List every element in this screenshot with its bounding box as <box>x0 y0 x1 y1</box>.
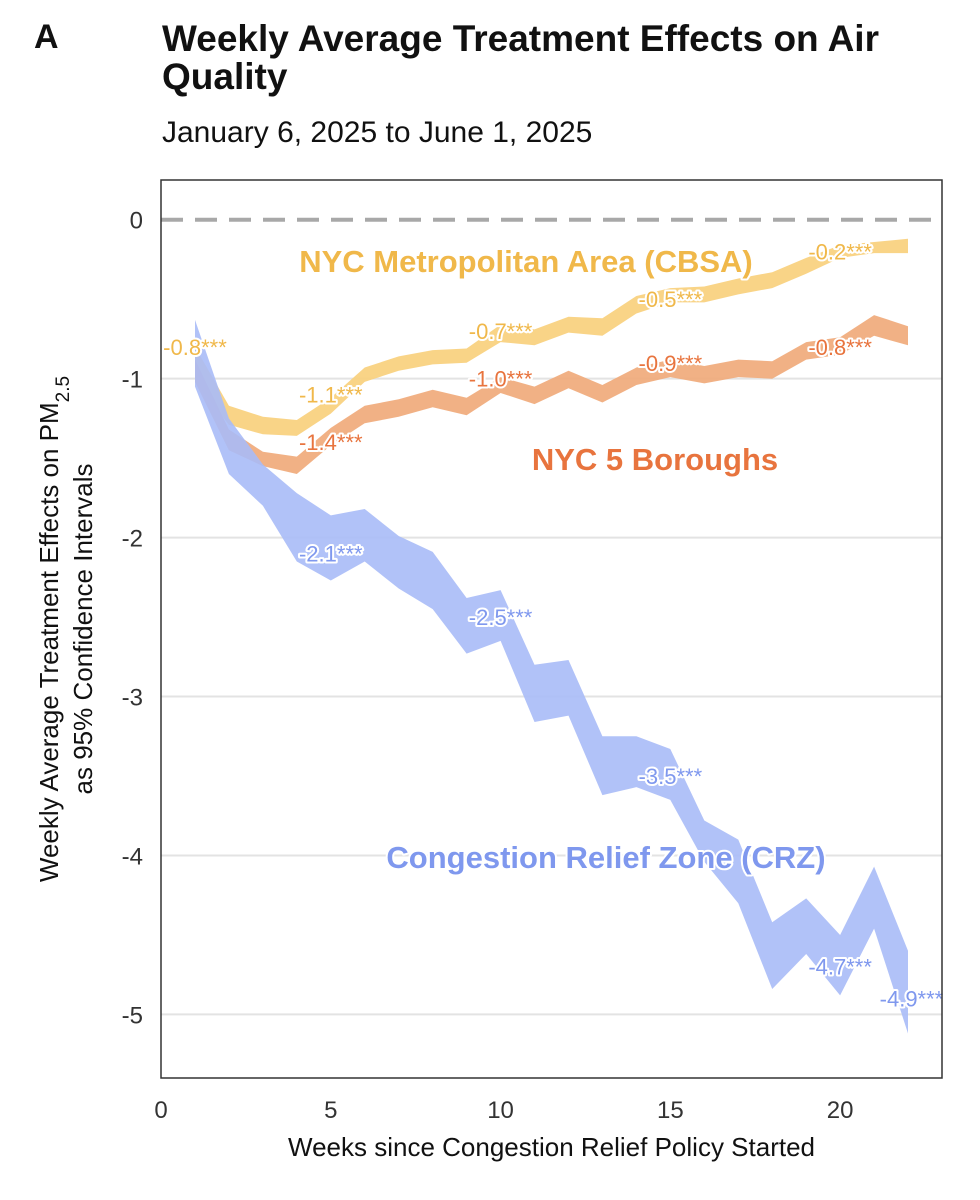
data-label-crz: -4.7*** <box>808 955 872 980</box>
plot-frame <box>160 179 943 1079</box>
series-name-crz: Congestion Relief Zone (CRZ) <box>386 840 825 875</box>
y-tick-label: -2 <box>122 526 143 553</box>
data-label-boroughs: -0.9*** <box>639 351 703 376</box>
x-tick-label: 0 <box>154 1097 167 1124</box>
data-label-crz: -2.5*** <box>469 605 533 630</box>
data-label-boroughs: -1.0*** <box>469 367 533 392</box>
panel-letter: A <box>34 18 59 56</box>
tick-layer: 0 5 10 15 20 0 -1 -2 -3 -4 -5 <box>122 208 854 1124</box>
y-axis-label-main: Weekly Average Treatment Effects on PM <box>34 402 64 882</box>
series-name-layer: NYC Metropolitan Area (CBSA) NYC 5 Boroug… <box>297 242 827 877</box>
confidence-band-cbsa <box>195 238 908 436</box>
y-axis-label-line-1: Weekly Average Treatment Effects on PM2.… <box>34 376 74 882</box>
data-label-cbsa: -0.7*** <box>469 319 533 344</box>
y-tick-label: 0 <box>130 208 143 235</box>
y-tick-label: -4 <box>122 843 143 870</box>
data-label-cbsa: -0.2*** <box>808 240 872 265</box>
confidence-band-crz <box>195 319 908 1034</box>
data-label-crz: -3.5*** <box>639 764 703 789</box>
data-label-boroughs: -1.4*** <box>299 430 363 455</box>
y-axis-label-line-2: as 95% Confidence Intervals <box>68 464 98 795</box>
y-tick-label: -5 <box>122 1002 143 1029</box>
chart-subtitle: January 6, 2025 to June 1, 2025 <box>162 116 593 149</box>
y-axis-label-subscript: 2.5 <box>53 376 74 402</box>
data-label-cbsa: -0.5*** <box>639 287 703 312</box>
data-label-cbsa: -0.8*** <box>163 335 227 360</box>
data-label-crz: -4.9*** <box>880 987 944 1012</box>
band-layer <box>195 238 908 1034</box>
data-label-cbsa: -1.1*** <box>299 383 363 408</box>
series-name-boroughs: NYC 5 Boroughs <box>532 442 778 477</box>
x-tick-label: 15 <box>657 1097 684 1124</box>
annotation-layer: -0.8*** -1.1*** -0.7*** -0.5*** -0.2*** -1.4*… <box>161 238 946 1014</box>
y-tick-label: -3 <box>122 685 143 712</box>
x-axis-label: Weeks since Congestion Relief Policy Sta… <box>288 1132 815 1162</box>
confidence-band-boroughs <box>195 315 908 474</box>
series-name-cbsa: NYC Metropolitan Area (CBSA) <box>299 244 753 279</box>
data-label-boroughs: -0.8*** <box>808 335 872 360</box>
chart-title: Weekly Average Treatment Effects on Air … <box>162 18 879 97</box>
x-tick-label: 10 <box>487 1097 514 1124</box>
y-tick-label: -1 <box>122 367 143 394</box>
data-label-crz: -2.1*** <box>299 542 363 567</box>
x-tick-label: 20 <box>827 1097 854 1124</box>
x-tick-label: 5 <box>324 1097 337 1124</box>
